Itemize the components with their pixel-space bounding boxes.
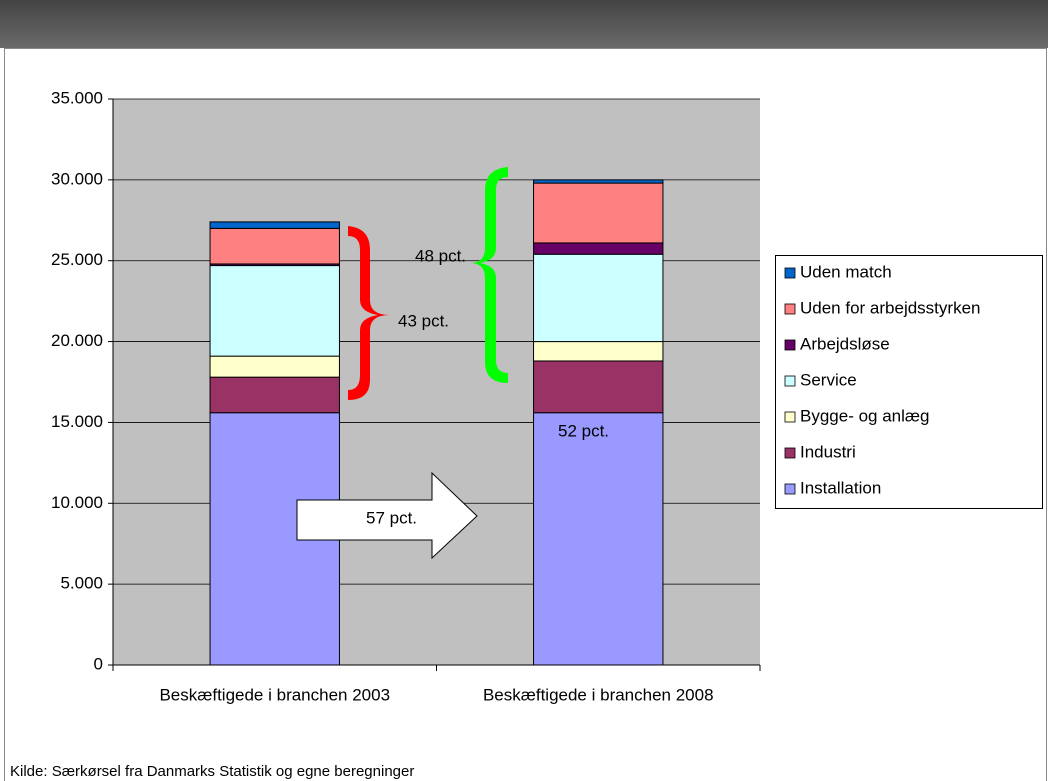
legend-label: Uden match <box>800 262 892 281</box>
legend-marker <box>784 375 796 387</box>
bar-segment <box>209 376 340 414</box>
bar-segment <box>533 360 664 414</box>
legend-label: Uden for arbejdsstyrken <box>800 298 980 317</box>
legend <box>775 255 1043 509</box>
bar-segment <box>209 221 340 229</box>
y-tick-label: 0 <box>94 654 103 673</box>
x-tick-label: Beskæftigede i branchen 2003 <box>159 685 390 704</box>
bar-segment <box>209 265 340 357</box>
legend-label: Bygge- og anlæg <box>800 406 929 425</box>
y-tick-label: 25.000 <box>51 250 103 269</box>
bar-segment <box>533 179 664 184</box>
legend-marker <box>784 339 796 351</box>
legend-label: Industri <box>800 442 856 461</box>
legend-marker <box>784 303 796 315</box>
bar-segment <box>533 341 664 362</box>
legend-label: Service <box>800 370 857 389</box>
bar-segment <box>533 182 664 244</box>
y-tick-label: 35.000 <box>51 88 103 107</box>
y-tick-label: 30.000 <box>51 169 103 188</box>
legend-marker <box>784 483 796 495</box>
arrow <box>296 471 478 560</box>
legend-marker <box>784 411 796 423</box>
bar-segment <box>533 412 664 666</box>
bar-segment <box>209 355 340 378</box>
frame <box>4 48 1047 781</box>
legend-marker <box>784 267 796 279</box>
y-tick-label: 10.000 <box>51 493 103 512</box>
annotation: 48 pct. <box>415 246 466 265</box>
x-tick-label: Beskæftigede i branchen 2008 <box>483 685 714 704</box>
legend-label: Arbejdsløse <box>800 334 890 353</box>
header-bar <box>0 0 1048 48</box>
y-tick-label: 15.000 <box>51 412 103 431</box>
bar-segment <box>533 253 664 343</box>
green-brace <box>470 167 508 383</box>
bar-segment <box>533 242 664 255</box>
red-brace <box>348 226 390 400</box>
annotation: 57 pct. <box>366 508 417 527</box>
legend-marker <box>784 447 796 459</box>
annotation: 43 pct. <box>398 311 449 330</box>
annotation: 52 pct. <box>558 421 609 440</box>
source-note: Kilde: Særkørsel fra Danmarks Statistik … <box>10 763 414 780</box>
y-tick-label: 5.000 <box>60 574 103 593</box>
legend-label: Installation <box>800 478 881 497</box>
y-tick-label: 20.000 <box>51 331 103 350</box>
bar-segment <box>209 227 340 265</box>
